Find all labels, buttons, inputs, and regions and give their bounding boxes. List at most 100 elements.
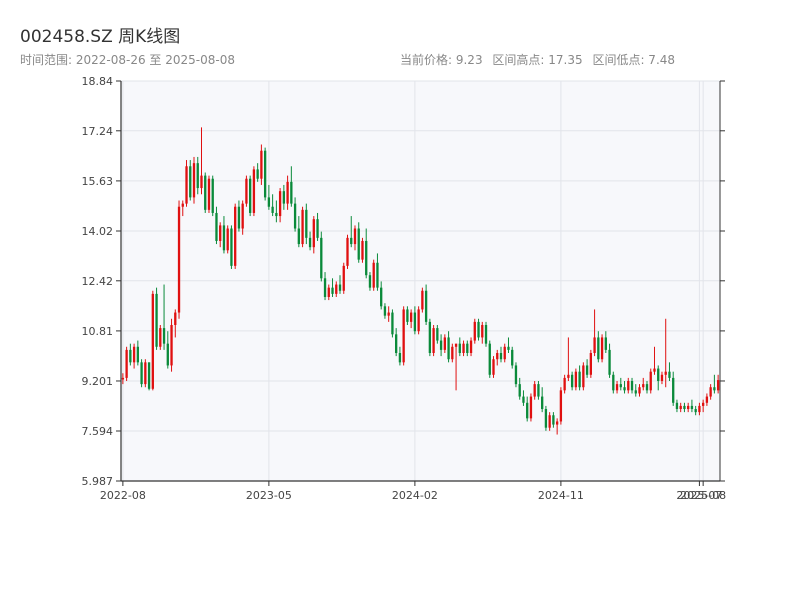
candle-body [529, 396, 533, 419]
candle [282, 184, 286, 210]
candle [679, 402, 682, 413]
candle-body [683, 405, 686, 410]
candle [413, 306, 417, 335]
candle-body [436, 328, 439, 341]
candle-body [559, 390, 563, 422]
candle [335, 281, 338, 297]
candle-body [653, 368, 656, 372]
candle-body [189, 166, 192, 198]
candle [466, 340, 469, 357]
candle-body [293, 203, 297, 229]
candle-body [570, 374, 574, 388]
candle-body [447, 337, 450, 360]
candle [263, 147, 267, 201]
candle-body [252, 169, 256, 213]
candle [342, 262, 345, 294]
candle [533, 381, 536, 400]
candle-body [473, 321, 476, 341]
candle [286, 175, 289, 210]
candle-body [256, 169, 259, 179]
candle-body [192, 163, 196, 198]
candle [398, 346, 402, 366]
candle [361, 237, 364, 263]
candle-body [361, 240, 364, 260]
candle-body [177, 206, 181, 313]
candle [585, 359, 589, 378]
candle [406, 306, 409, 325]
candle-body [365, 240, 368, 276]
candle-body [222, 225, 226, 251]
candle-body [675, 402, 679, 410]
candle [612, 371, 615, 394]
candle [365, 228, 368, 279]
candle-body [608, 349, 611, 375]
candle-body [716, 380, 720, 391]
range-high: 区间高点: 17.35 [492, 53, 583, 67]
candle [477, 318, 480, 341]
x-tick-label: 2025-07 [676, 489, 722, 502]
candle [653, 346, 656, 375]
candle-body [600, 337, 604, 360]
candle-body [323, 278, 327, 297]
candle-body [380, 287, 383, 307]
candle-body [245, 178, 248, 204]
current-price: 当前价格: 9.23 [400, 53, 483, 67]
candle-body [166, 343, 169, 366]
candle [548, 412, 551, 431]
candle-body [623, 387, 626, 391]
candle [395, 328, 398, 357]
candle-body [136, 346, 140, 363]
candle-body [260, 150, 263, 179]
candle [215, 206, 218, 245]
candle [664, 318, 667, 388]
candle [541, 387, 544, 413]
candles [121, 127, 720, 435]
candle-body [451, 346, 454, 360]
candle-body [162, 328, 166, 344]
candle-body [346, 237, 349, 266]
candle [200, 127, 203, 195]
candle-body [664, 371, 667, 375]
candle [514, 362, 518, 388]
candle [189, 160, 192, 201]
candle [353, 225, 357, 251]
candle-body [409, 312, 413, 322]
candle-body [548, 415, 551, 428]
candle [660, 371, 664, 385]
candle-body [320, 237, 323, 279]
candle-body [630, 381, 634, 391]
candle-body [615, 384, 619, 391]
axes: 5.987 7.594 9.201 10.81 12.42 14.02 15.63 17.24… [82, 75, 727, 502]
candle [383, 303, 387, 319]
candle [402, 306, 405, 366]
candle [462, 340, 465, 357]
candle [675, 399, 679, 413]
candle-body [660, 374, 664, 382]
candle [645, 381, 649, 394]
candle [642, 377, 645, 391]
candle [297, 216, 300, 248]
candle-body [541, 396, 544, 410]
candle [507, 337, 510, 353]
candle [567, 337, 570, 382]
candle [162, 284, 166, 350]
candle-body [301, 209, 304, 245]
candle-body [672, 377, 675, 403]
candle [570, 371, 574, 391]
candle [293, 197, 297, 232]
candle-body [585, 365, 589, 375]
candle [619, 377, 622, 391]
candle-body [701, 402, 705, 406]
candle-body [387, 312, 390, 316]
candle-body [514, 365, 518, 385]
candle-body [230, 228, 233, 266]
candle [447, 331, 450, 363]
candle [256, 163, 259, 182]
candle [716, 374, 720, 394]
candle [275, 200, 278, 223]
candle-body [286, 181, 289, 204]
candle-body [226, 228, 229, 251]
candle [630, 377, 634, 394]
x-tick-label: 2023-05 [246, 489, 292, 502]
candle-body [421, 290, 424, 310]
